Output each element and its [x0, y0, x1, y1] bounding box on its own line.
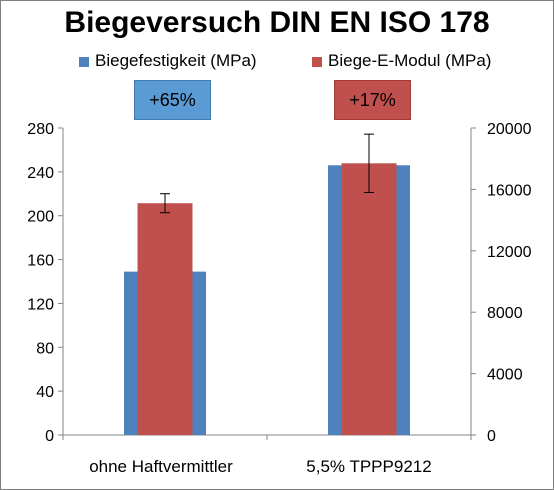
left-tick-label: 120	[27, 296, 54, 313]
left-tick-label: 280	[27, 121, 54, 138]
left-tick-label: 80	[36, 340, 54, 357]
annotation-text-blue: +65%	[149, 90, 196, 110]
right-tick-label: 20000	[487, 121, 532, 138]
left-tick-label: 240	[27, 165, 54, 182]
right-tick-label: 16000	[487, 182, 532, 199]
right-tick-label: 0	[487, 428, 496, 445]
left-tick-label: 200	[27, 209, 54, 226]
chart-title: Biegeversuch DIN EN ISO 178	[64, 6, 490, 39]
annotation-badge-blue: +65%	[134, 80, 211, 120]
legend-item-biegefestigkeit: Biegefestigkeit (MPa)	[79, 51, 257, 71]
legend-item-biege-e-modul: Biege-E-Modul (MPa)	[312, 51, 491, 71]
legend-swatch-blue	[79, 56, 89, 67]
legend-label-biegefestigkeit: Biegefestigkeit (MPa)	[95, 51, 257, 70]
legend-swatch-red	[312, 56, 322, 67]
right-tick-label: 8000	[487, 305, 523, 322]
right-tick-label: 4000	[487, 367, 523, 384]
annotation-text-red: +17%	[349, 90, 396, 110]
bar-biege-e-modul	[341, 163, 397, 435]
left-tick-label: 160	[27, 253, 54, 270]
annotation-badge-red: +17%	[334, 80, 411, 120]
bar-biege-e-modul	[137, 203, 193, 435]
category-label: ohne Haftvermittler	[89, 457, 233, 476]
legend-label-biege-e-modul: Biege-E-Modul (MPa)	[328, 51, 492, 70]
right-tick-label: 12000	[487, 244, 532, 261]
category-label: 5,5% TPPP9212	[306, 457, 431, 476]
left-tick-label: 40	[36, 384, 54, 401]
left-tick-label: 0	[45, 428, 54, 445]
